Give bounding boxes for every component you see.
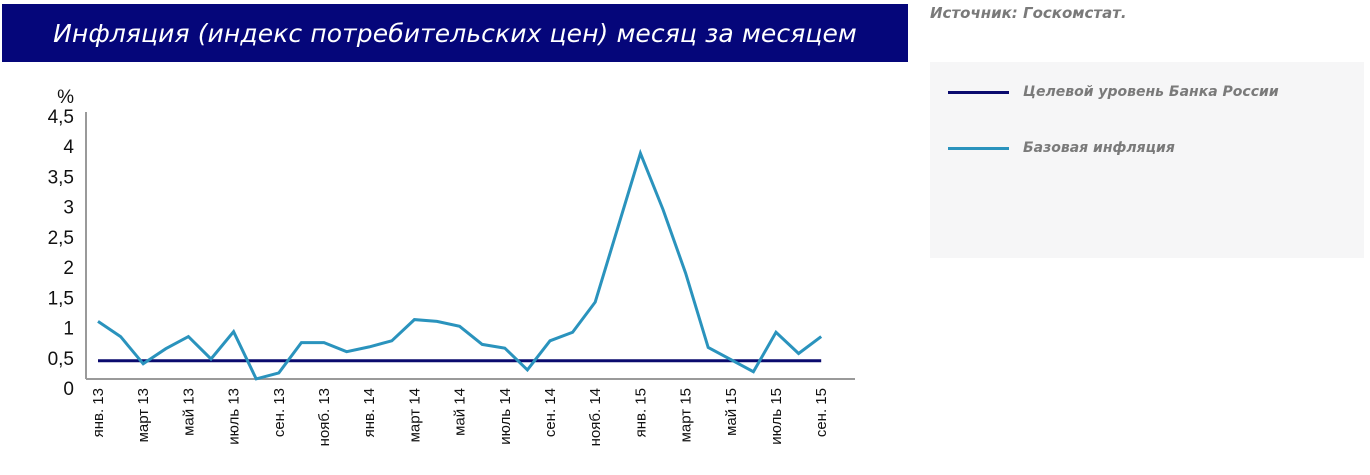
x-tick-label: май 14 (452, 388, 469, 436)
x-tick-label: март 13 (135, 388, 152, 442)
legend-swatch-target (948, 90, 1009, 94)
x-tick-label: янв. 13 (90, 388, 107, 437)
y-tick-label: 2 (63, 258, 74, 279)
x-tick-label: нояб. 14 (587, 388, 604, 446)
y-tick-label: 3 (63, 198, 74, 219)
x-tick-label: нояб. 13 (316, 388, 333, 446)
legend-label-core: Базовая инфляция (1023, 140, 1175, 156)
source-note: Источник: Госкомстат. (930, 4, 1127, 22)
y-axis: % 0 0,5 1 1,5 2 2,5 3 3,5 4 4,5 (48, 87, 87, 400)
y-tick-label: 2,5 (48, 228, 74, 249)
plot-area (97, 148, 823, 381)
legend-label-target: Целевой уровень Банка России (1023, 84, 1279, 100)
series-core-inflation-line (97, 148, 823, 381)
x-tick-label: янв. 14 (361, 388, 378, 437)
legend-swatch-core (948, 146, 1009, 150)
x-tick-label: май 15 (723, 388, 740, 436)
legend: Целевой уровень Банка России Базовая инф… (930, 62, 1364, 258)
x-tick-label: сен. 14 (542, 388, 559, 437)
x-tick-label: сен. 13 (271, 388, 288, 437)
x-tick-label: март 15 (678, 388, 695, 442)
x-tick-label: июль 13 (226, 388, 243, 445)
y-tick-label: 0,5 (48, 349, 74, 370)
y-tick-label: 1 (63, 319, 74, 340)
x-tick-label: май 13 (180, 388, 197, 436)
x-tick-label: янв. 15 (632, 388, 649, 437)
legend-item-core: Базовая инфляция (948, 140, 1175, 156)
line-chart: % 0 0,5 1 1,5 2 2,5 3 3,5 4 4,5 янв. 13 март 13 май … (48, 87, 855, 446)
x-tick-label: март 14 (406, 388, 423, 442)
chart-title: Инфляция (индекс потребительских цен) ме… (2, 4, 908, 62)
x-tick-label: сен. 15 (813, 388, 830, 437)
y-tick-label: 1,5 (48, 288, 74, 309)
y-tick-label: 4,5 (48, 107, 74, 128)
x-axis: янв. 13 март 13 май 13 июль 13 сен. 13 нояб. … (86, 378, 855, 446)
y-tick-label: 3,5 (48, 167, 74, 188)
legend-item-target: Целевой уровень Банка России (948, 84, 1279, 100)
y-tick-label: 0 (63, 379, 74, 400)
x-tick-label: июль 14 (497, 388, 514, 445)
y-unit-label: % (57, 87, 74, 108)
x-tick-label: июль 15 (768, 388, 785, 445)
y-tick-label: 4 (63, 137, 74, 158)
